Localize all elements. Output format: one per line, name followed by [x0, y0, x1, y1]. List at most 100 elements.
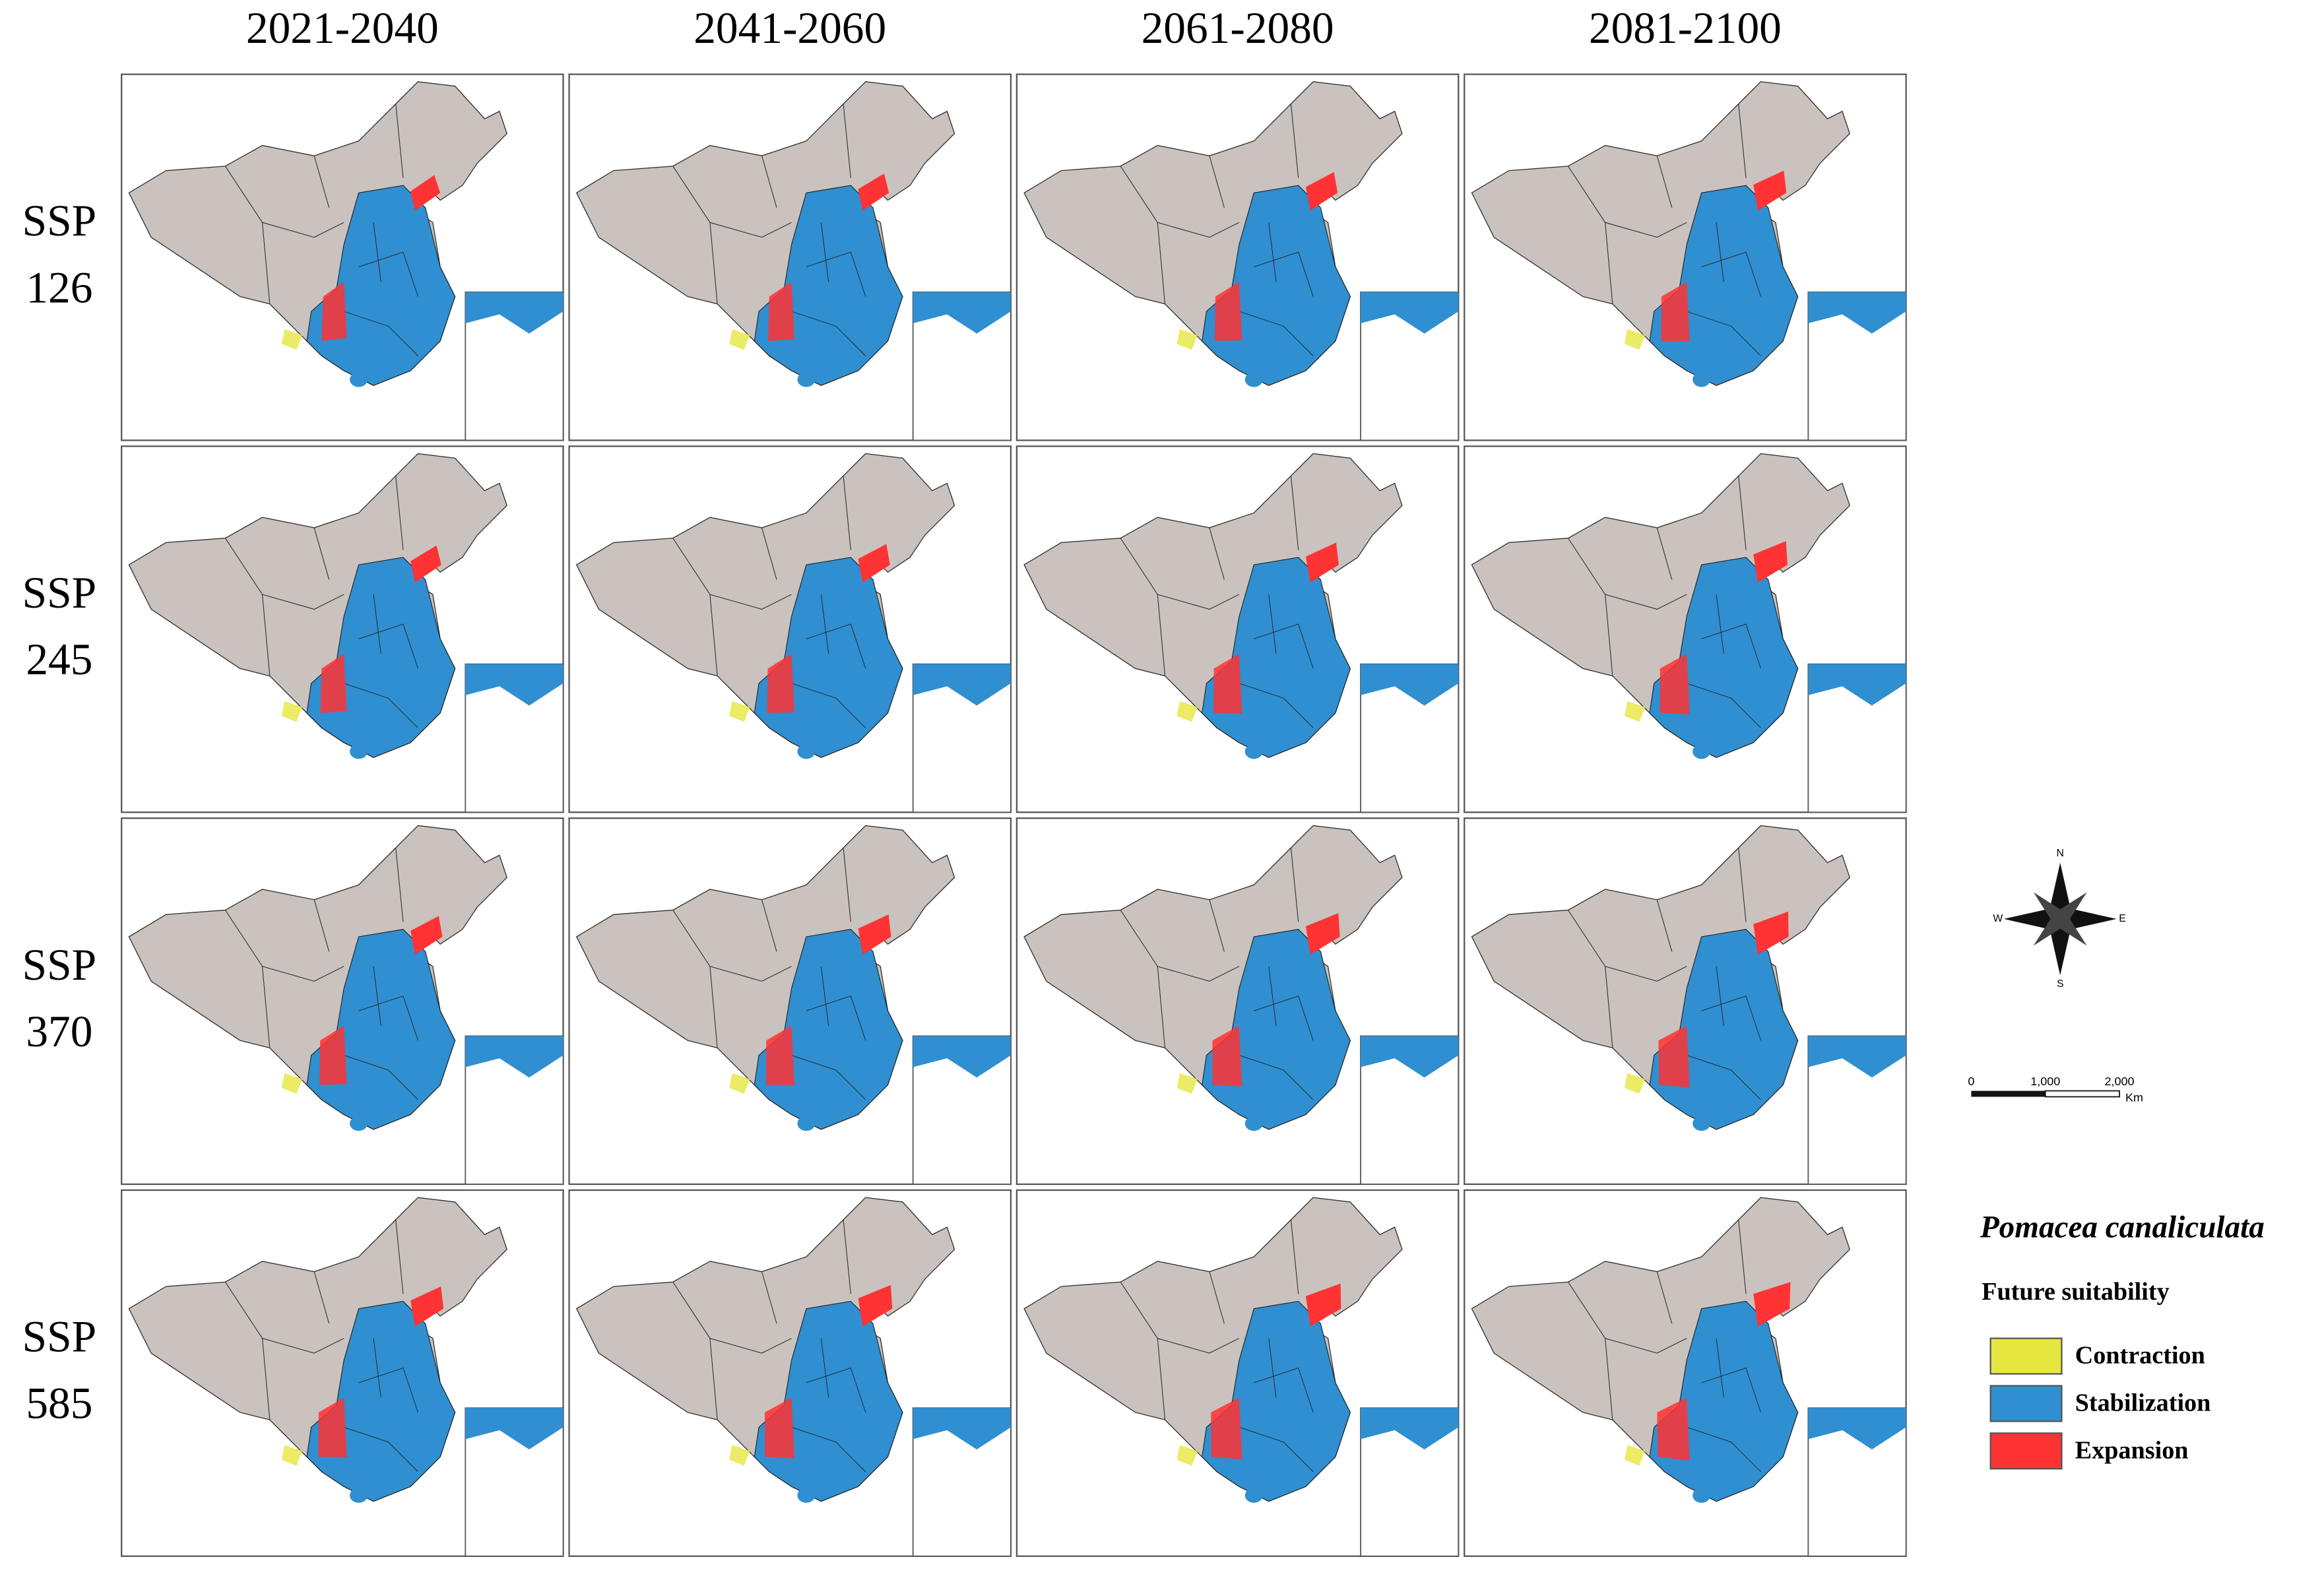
legend-swatch: [1989, 1337, 2063, 1375]
expansion-area: [765, 1025, 794, 1086]
china-map: [121, 1189, 564, 1557]
expansion-area: [1214, 282, 1243, 341]
map-panel: [121, 73, 564, 441]
expansion-area: [1211, 1397, 1243, 1460]
china-map: [1016, 73, 1460, 441]
legend-swatch: [1989, 1432, 2063, 1470]
china-map: [568, 445, 1012, 813]
row-label: 585: [26, 1379, 92, 1428]
legend-swatch: [1989, 1385, 2063, 1422]
expansion-area: [1753, 911, 1789, 955]
compass-label: S: [2057, 978, 2063, 990]
expansion-area: [321, 282, 347, 341]
expansion-area: [1213, 653, 1243, 714]
contraction-area: [281, 1445, 303, 1466]
china-map: [1016, 445, 1460, 813]
compass-label: E: [2119, 913, 2125, 924]
expansion-area: [1661, 282, 1690, 342]
china-map: [121, 73, 564, 441]
row-label: 245: [26, 635, 92, 684]
expansion-area: [1753, 541, 1788, 583]
scale-label: 2,000: [2105, 1075, 2135, 1088]
compass-label: W: [1993, 913, 2003, 924]
expansion-area: [768, 282, 794, 341]
row-label: 126: [26, 263, 92, 312]
expansion-area: [320, 653, 347, 713]
map-panel: [1464, 817, 1907, 1186]
map-panel: [1464, 1189, 1907, 1557]
expansion-area: [765, 1397, 794, 1459]
scale-unit: Km: [2125, 1091, 2143, 1104]
map-panel: [1016, 817, 1460, 1186]
china-map: [1464, 445, 1907, 813]
map-panel: [1464, 445, 1907, 813]
china-map: [1016, 1189, 1460, 1557]
expansion-area: [318, 1397, 347, 1457]
contraction-area: [281, 701, 303, 722]
contraction-area: [281, 1073, 303, 1094]
china-map: [121, 445, 564, 813]
expansion-area: [858, 914, 891, 955]
map-panel: [121, 1189, 564, 1557]
column-header: 2081-2100: [1589, 3, 1782, 53]
column-header: 2021-2040: [246, 3, 439, 53]
contraction-area: [729, 1445, 750, 1466]
row-label: 370: [26, 1007, 92, 1056]
china-map: [568, 817, 1012, 1186]
contraction-area: [281, 329, 303, 350]
legend-label: Contraction: [2075, 1342, 2205, 1370]
row-label: SSP: [22, 196, 96, 245]
china-map: [1016, 817, 1460, 1186]
legend-label: Expansion: [2075, 1436, 2189, 1464]
map-panel: [568, 445, 1012, 813]
contraction-area: [1177, 1445, 1198, 1466]
contraction-area: [1177, 701, 1198, 722]
china-map: [1464, 817, 1907, 1186]
expansion-area: [319, 1025, 347, 1085]
contraction-area: [1624, 1445, 1646, 1466]
contraction-area: [1624, 1073, 1646, 1094]
expansion-area: [1753, 1282, 1791, 1327]
expansion-area: [1305, 542, 1339, 583]
contraction-area: [1624, 701, 1646, 722]
map-panel: [121, 445, 564, 813]
china-map: [568, 1189, 1012, 1557]
scale-bar: [1971, 1091, 2046, 1097]
expansion-area: [1212, 1025, 1243, 1087]
china-map: [1464, 1189, 1907, 1557]
expansion-area: [1753, 170, 1787, 211]
column-header: 2041-2060: [694, 3, 886, 53]
scale-label: 1,000: [2030, 1075, 2060, 1088]
map-panel: [568, 73, 1012, 441]
compass-star: [2033, 892, 2087, 946]
scale-label: 0: [1968, 1075, 1974, 1088]
legend-species: Pomacea canaliculata: [1980, 1210, 2265, 1244]
map-panel: [568, 817, 1012, 1186]
row-label: SSP: [22, 568, 96, 618]
map-panel: [1016, 445, 1460, 813]
contraction-area: [729, 1073, 750, 1094]
contraction-area: [729, 329, 750, 350]
expansion-area: [410, 916, 443, 955]
row-label: SSP: [22, 1312, 96, 1362]
expansion-area: [858, 1285, 893, 1327]
expansion-area: [410, 175, 441, 211]
contraction-area: [1624, 329, 1646, 350]
contraction-area: [729, 701, 750, 722]
scale-bar: [2044, 1090, 2120, 1098]
china-map: [1464, 73, 1907, 441]
expansion-area: [1305, 912, 1340, 955]
column-header: 2061-2080: [1142, 3, 1334, 53]
legend-title: Future suitability: [1982, 1278, 2170, 1306]
expansion-area: [858, 544, 890, 583]
china-map: [568, 73, 1012, 441]
china-map: [121, 817, 564, 1186]
expansion-area: [1657, 1397, 1690, 1461]
map-panel: [568, 1189, 1012, 1557]
contraction-area: [1177, 329, 1198, 350]
expansion-area: [1305, 172, 1338, 211]
compass-label: N: [2057, 848, 2064, 859]
expansion-area: [1305, 1283, 1341, 1327]
